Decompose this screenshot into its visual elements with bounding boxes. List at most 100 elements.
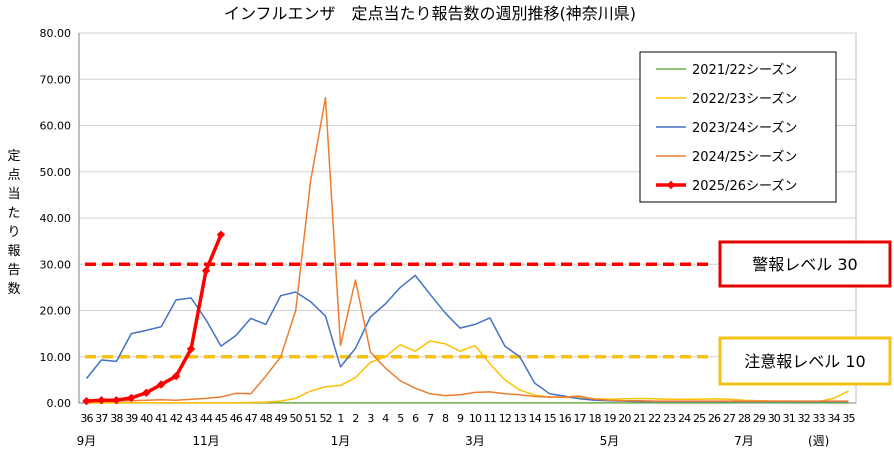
reference-labels: 警報レベル 30 注意報レベル 10 <box>718 240 892 386</box>
x-tick-label: 1 <box>337 412 343 425</box>
legend-label: 2025/26シーズン <box>692 178 797 194</box>
reference-label-box-30 <box>718 240 892 288</box>
x-tick-label: 24 <box>678 412 691 425</box>
series-point <box>171 371 181 381</box>
x-tick-label: 39 <box>125 412 138 425</box>
y-axis-label-char: 定 <box>7 149 20 164</box>
month-label: 3月 <box>465 434 485 448</box>
y-axis-label-char: 数 <box>7 282 20 297</box>
x-tick-label: 49 <box>275 412 288 425</box>
x-tick-label: 26 <box>708 412 721 425</box>
y-tick-label: 50.00 <box>40 166 72 179</box>
x-tick-label: 34 <box>827 412 840 425</box>
y-axis-label-char: 告 <box>7 263 20 278</box>
x-tick-label: 45 <box>215 412 228 425</box>
x-tick-label: 9 <box>457 412 464 425</box>
x-tick-label: 31 <box>783 412 795 425</box>
x-tick-label: 5 <box>397 412 404 425</box>
series-point <box>127 393 136 403</box>
x-tick-label: 11 <box>484 412 496 425</box>
y-tick-label: 40.00 <box>40 212 72 225</box>
month-label: (週) <box>808 434 829 448</box>
x-tick-label: 48 <box>260 412 273 425</box>
x-tick-label: 16 <box>559 412 572 425</box>
y-tick-label: 60.00 <box>40 120 72 133</box>
x-tick-label: 47 <box>245 412 258 425</box>
x-tick-label: 33 <box>813 412 826 425</box>
reference-label-box-10 <box>718 336 892 386</box>
x-tick-label: 14 <box>529 412 542 425</box>
legend-label: 2023/24シーズン <box>692 120 797 136</box>
series <box>82 97 849 406</box>
x-tick-label: 40 <box>140 412 153 425</box>
series-point <box>156 380 166 389</box>
x-tick-label: 38 <box>110 412 123 425</box>
x-tick-label: 4 <box>382 412 389 425</box>
x-tick-label: 51 <box>305 412 317 425</box>
reference-label-10: 注意報レベル 10 <box>744 352 865 371</box>
x-tick-label: 20 <box>618 412 631 425</box>
x-tick-label: 35 <box>842 412 855 425</box>
x-tick-label: 19 <box>603 412 616 425</box>
series-line-4 <box>86 234 223 403</box>
chart-title: インフルエンザ 定点当たり報告数の週別推移(神奈川県) <box>224 4 636 23</box>
x-tick-label: 43 <box>185 412 198 425</box>
legend-label: 2024/25シーズン <box>692 149 797 165</box>
x-tick-label: 7 <box>427 412 434 425</box>
x-tick-label: 36 <box>80 412 93 425</box>
month-label: 1月 <box>331 434 351 448</box>
y-axis-label-char: た <box>7 206 20 221</box>
x-tick-label: 44 <box>200 412 213 425</box>
legend: 2021/22シーズン 2022/23シーズン 2023/24シーズン 2024/25… <box>639 51 837 203</box>
x-tick-label: 13 <box>514 412 527 425</box>
series-line-1 <box>86 340 849 404</box>
x-tick-label: 6 <box>412 412 419 425</box>
x-tick-label: 50 <box>290 412 303 425</box>
series-point <box>142 388 151 398</box>
x-tick-label: 29 <box>753 412 766 425</box>
x-tick-label: 32 <box>798 412 810 425</box>
series-point <box>112 396 121 405</box>
x-tick-label: 23 <box>663 412 676 425</box>
y-tick-label: 10.00 <box>40 351 72 364</box>
y-axis-label-char: 当 <box>7 187 20 202</box>
y-axis-label: 定点当たり報告数 <box>7 149 20 297</box>
month-label: 9月 <box>77 434 97 448</box>
legend-marker <box>666 180 676 190</box>
y-tick-label: 0.00 <box>47 397 72 410</box>
legend-label: 2021/22シーズン <box>692 62 797 78</box>
y-tick-label: 70.00 <box>40 73 72 86</box>
x-tick-label: 25 <box>693 412 706 425</box>
y-axis-label-char: り <box>7 225 20 240</box>
x-tick-label: 46 <box>230 412 243 425</box>
reference-lines <box>85 262 712 359</box>
x-axis: 36 37 38 39 40 41 42 43 44 45 46 47 48 49 50 51 52 1 2 3 4 5 6… <box>77 412 857 448</box>
x-tick-label: 17 <box>573 412 586 425</box>
x-tick-label: 42 <box>170 412 182 425</box>
x-tick-label: 12 <box>499 412 511 425</box>
series-point <box>201 266 211 275</box>
month-label: 7月 <box>734 434 754 448</box>
x-tick-label: 10 <box>469 412 482 425</box>
month-label: 11月 <box>192 434 219 448</box>
y-tick-label: 30.00 <box>40 258 72 271</box>
x-tick-label: 22 <box>648 412 660 425</box>
legend-label: 2022/23シーズン <box>692 91 797 107</box>
x-tick-label: 30 <box>768 412 781 425</box>
y-tick-label: 80.00 <box>40 27 72 40</box>
series-point <box>97 396 106 405</box>
series-line-3 <box>86 97 849 402</box>
x-tick-label: 21 <box>633 412 645 425</box>
reference-label-30: 警報レベル 30 <box>752 255 857 274</box>
x-tick-label: 2 <box>352 412 358 425</box>
x-tick-label: 27 <box>723 412 736 425</box>
month-label: 5月 <box>600 434 620 448</box>
x-tick-label: 15 <box>544 412 557 425</box>
x-tick-label: 41 <box>155 412 167 425</box>
y-axis-label-char: 点 <box>7 168 20 183</box>
x-tick-label: 37 <box>95 412 108 425</box>
x-tick-label: 3 <box>367 412 374 425</box>
x-tick-label: 8 <box>442 412 449 425</box>
x-tick-label: 18 <box>588 412 601 425</box>
